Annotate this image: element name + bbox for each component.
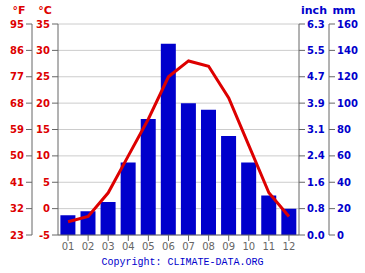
- svg-text:11: 11: [263, 241, 276, 252]
- svg-text:10: 10: [36, 150, 50, 161]
- svg-text:4.7: 4.7: [307, 71, 325, 82]
- svg-text:77: 77: [10, 71, 24, 82]
- svg-text:68: 68: [10, 98, 24, 109]
- svg-text:25: 25: [36, 71, 50, 82]
- svg-text:95: 95: [10, 19, 24, 30]
- svg-text:41: 41: [10, 177, 24, 188]
- svg-text:°F: °F: [12, 4, 25, 17]
- svg-text:5.5: 5.5: [307, 45, 325, 56]
- svg-text:°C: °C: [38, 4, 52, 17]
- svg-text:09: 09: [222, 241, 235, 252]
- svg-text:08: 08: [202, 241, 215, 252]
- svg-text:10: 10: [242, 241, 255, 252]
- svg-text:80: 80: [337, 124, 351, 135]
- svg-text:160: 160: [337, 19, 357, 30]
- svg-text:04: 04: [122, 241, 135, 252]
- svg-text:60: 60: [337, 150, 351, 161]
- svg-text:140: 140: [337, 45, 357, 56]
- html-text:Copyright: CLIMATE-DATA.ORG: Copyright: CLIMATE-DATA.ORG: [101, 257, 264, 268]
- svg-text:3.9: 3.9: [307, 98, 325, 109]
- svg-text:20: 20: [36, 98, 50, 109]
- svg-text:23: 23: [10, 230, 24, 241]
- svg-text:mm: mm: [333, 4, 356, 17]
- svg-text:01: 01: [62, 241, 75, 252]
- svg-text:32: 32: [10, 203, 24, 214]
- svg-text:50: 50: [10, 150, 24, 161]
- svg-text:1.6: 1.6: [307, 177, 325, 188]
- svg-text:86: 86: [10, 45, 24, 56]
- svg-text:5: 5: [43, 177, 50, 188]
- svg-text:07: 07: [182, 241, 195, 252]
- svg-text:6.3: 6.3: [307, 19, 325, 30]
- svg-text:05: 05: [142, 241, 155, 252]
- svg-text:06: 06: [162, 241, 175, 252]
- svg-text:2.4: 2.4: [307, 150, 325, 161]
- svg-text:inch: inch: [301, 4, 327, 17]
- svg-text:35: 35: [36, 19, 50, 30]
- svg-text:02: 02: [82, 241, 95, 252]
- svg-text:120: 120: [337, 71, 357, 82]
- svg-text:12: 12: [283, 241, 296, 252]
- svg-text:100: 100: [337, 98, 357, 109]
- svg-text:0.0: 0.0: [307, 230, 325, 241]
- svg-text:30: 30: [36, 45, 50, 56]
- svg-text:59: 59: [10, 124, 24, 135]
- svg-text:40: 40: [337, 177, 351, 188]
- svg-text:0: 0: [43, 203, 50, 214]
- svg-text:15: 15: [36, 124, 50, 135]
- svg-text:0.8: 0.8: [307, 203, 325, 214]
- svg-text:03: 03: [102, 241, 115, 252]
- svg-text:0: 0: [337, 230, 344, 241]
- svg-text:-5: -5: [39, 230, 50, 241]
- svg-text:20: 20: [337, 203, 351, 214]
- svg-text:3.1: 3.1: [307, 124, 325, 135]
